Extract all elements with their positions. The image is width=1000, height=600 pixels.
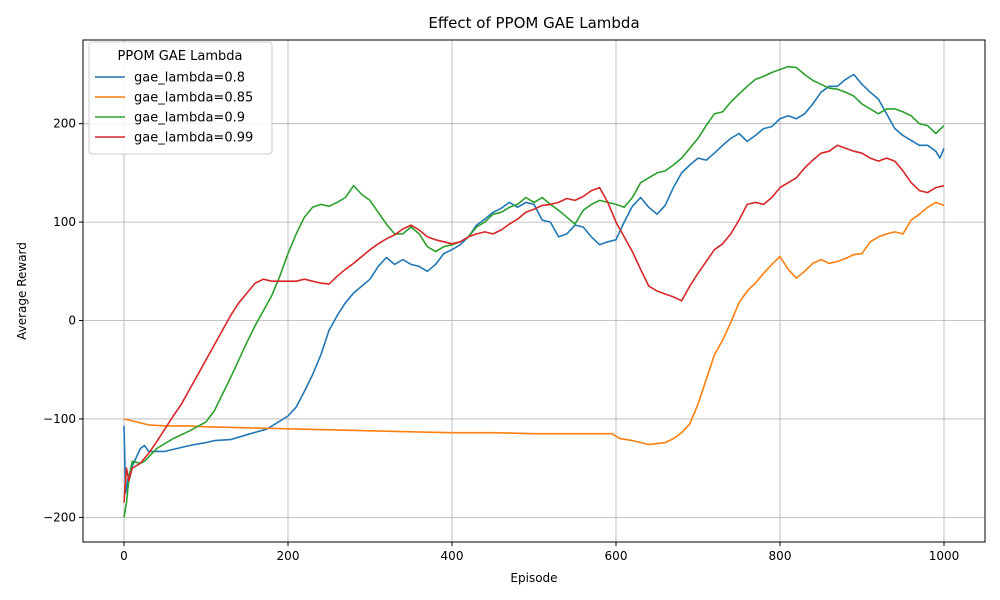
legend-entries: gae_lambda=0.8 gae_lambda=0.85 gae_lambda=… [95,71,253,146]
x-tick-label: 400 [441,549,464,563]
x-tick-label: 600 [605,549,628,563]
x-tick-label: 200 [277,549,300,563]
series-line-3 [123,65,945,518]
legend-label-3: gae_lambda=0.9 [134,111,245,126]
series-line-1 [123,73,945,494]
legend-title: PPOM GAE Lambda [118,49,243,64]
legend-box [88,41,273,155]
series-line-2 [123,201,945,446]
series-line-4 [123,144,945,503]
series-lines [123,65,945,518]
legend-label-1: gae_lambda=0.8 [134,71,245,86]
y-tick-label: −200 [43,510,76,524]
y-tick-label: −100 [43,412,76,426]
y-tick-label: 200 [53,117,76,131]
y-tick-label: 100 [53,215,76,229]
legend-label-4: gae_lambda=0.99 [134,131,253,146]
x-axis-label: Episode [510,571,557,585]
axis-ticks: 0 200 400 600 800 1000 −200 −100 0 100 200 [43,117,959,563]
x-tick-label: 0 [120,549,128,563]
plot-frame [82,39,986,543]
x-tick-label: 1000 [929,549,960,563]
y-axis-label: Average Reward [15,242,29,340]
x-tick-label: 800 [769,549,792,563]
legend: PPOM GAE Lambda gae_lambda=0.8gae_lambda… [88,41,273,155]
y-tick-label: 0 [68,314,76,328]
legend-label-2: gae_lambda=0.85 [134,91,253,106]
chart-title: Effect of PPOM GAE Lambda [428,14,639,32]
